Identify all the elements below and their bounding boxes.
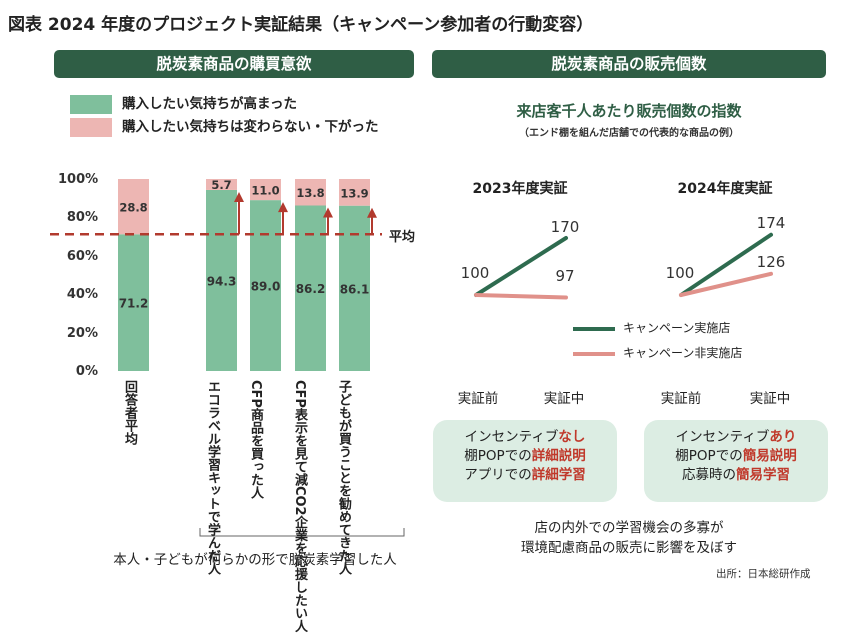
bar-label-unchanged-3: 13.8 xyxy=(296,186,324,200)
bubble-2024-line2: 棚POPでの簡易説明 xyxy=(675,448,797,464)
left-panel-header: 脱炭素商品の購買意欲 xyxy=(54,50,414,78)
bar-unchanged-2 xyxy=(250,179,281,201)
point-label-2023-0: 100 xyxy=(461,264,490,282)
bubble-2023-line1: インセンティブなし xyxy=(464,429,586,445)
bar-unchanged-3 xyxy=(295,179,326,206)
bar-increased-2 xyxy=(250,200,281,371)
bar-label-increased-1: 94.3 xyxy=(207,274,237,288)
bubble-2024-line3: 応募時の簡易学習 xyxy=(682,467,790,483)
bar-label-increased-3: 86.2 xyxy=(296,282,326,296)
condition-bubble-2023: インセンティブなし 棚POPでの詳細説明 アプリでの詳細学習 xyxy=(433,420,617,502)
stacked-bar-chart: 71.2 28.8 94.3 5.7 89.0 11.0 86.2 13.8 86.1 13.9 xyxy=(50,178,405,541)
bar-unchanged-1 xyxy=(206,179,237,190)
right-panel-note: （エンド棚を組んだ店舗での代表的な商品の例） xyxy=(519,128,739,139)
y-tick-40: 40% xyxy=(66,287,98,302)
conclusion-line1: 店の内外での学習機会の多寡が xyxy=(534,520,724,536)
bar-label-increased-4: 86.1 xyxy=(340,282,370,296)
uplift-arrow-head-4 xyxy=(367,207,377,218)
line-legend-non-campaign: キャンペーン非実施店 xyxy=(573,344,742,361)
line-legend-label-campaign: キャンペーン実施店 xyxy=(623,321,731,335)
bar-increased-0 xyxy=(118,234,149,371)
y-tick-60: 60% xyxy=(66,249,98,264)
line-x-before-2023: 実証前 xyxy=(457,391,499,407)
line-2023-series-1 xyxy=(474,293,568,300)
line-legend-label-non-campaign: キャンペーン非実施店 xyxy=(623,346,743,360)
legend-swatch-increased xyxy=(70,94,112,114)
bar-label-increased-0: 71.2 xyxy=(119,297,149,311)
line-2023-series-0 xyxy=(474,236,568,297)
y-tick-80: 80% xyxy=(66,210,98,225)
bubble-2024-line1: インセンティブあり xyxy=(675,429,797,445)
y-tick-100: 100% xyxy=(58,172,99,187)
legend-item-increased: 購入したい気持ちが高まった xyxy=(70,92,297,114)
line-x-during-2024: 実証中 xyxy=(749,391,791,407)
bubble-2023-line3: アプリでの詳細学習 xyxy=(464,467,586,483)
y-tick-20: 20% xyxy=(66,326,98,341)
point-label-2023-1: 170 xyxy=(551,218,580,236)
line-x-during-2023: 実証中 xyxy=(543,391,585,407)
line-2024-series-1 xyxy=(679,271,773,297)
point-label-2024-0: 100 xyxy=(666,264,695,282)
point-label-2024-2: 126 xyxy=(757,253,786,271)
line-legend-swatch-campaign xyxy=(573,326,615,331)
conclusion: 店の内外での学習機会の多寡が 環境配慮商品の販売に影響を及ぼす xyxy=(432,518,826,558)
line-x-before-2024: 実証前 xyxy=(660,391,702,407)
y-tick-0: 0% xyxy=(75,364,98,379)
line-legend-swatch-non-campaign xyxy=(573,351,615,356)
conclusion-line2: 環境配慮商品の販売に影響を及ぼす xyxy=(521,540,737,556)
line-2024-series-0 xyxy=(679,232,773,297)
legend-label-unchanged: 購入したい気持ちは変わらない・下がった xyxy=(122,119,379,135)
uplift-arrow-head-2 xyxy=(278,202,288,213)
bar-label-unchanged-4: 13.9 xyxy=(340,186,368,200)
bar-unchanged-4 xyxy=(339,179,370,206)
right-panel-header: 脱炭素商品の販売個数 xyxy=(432,50,826,78)
legend-swatch-unchanged xyxy=(70,117,112,137)
point-label-2024-1: 174 xyxy=(757,214,786,232)
line-legend-campaign: キャンペーン実施店 xyxy=(573,319,730,336)
x-category-cfp-product: CFP商品を買った人 xyxy=(248,380,263,499)
line-chart-title-2024: 2024年度実証 xyxy=(677,181,773,197)
line-chart-title-2023: 2023年度実証 xyxy=(472,181,568,197)
group-label: 本人・子どもが何らかの形で脱炭素学習した人 xyxy=(113,552,397,568)
legend-label-increased: 購入したい気持ちが高まった xyxy=(122,96,297,112)
figure-title: 図表 2024 年度のプロジェクト実証結果（キャンペーン参加者の行動変容） xyxy=(8,15,594,35)
bar-increased-1 xyxy=(206,189,237,371)
bar-unchanged-0 xyxy=(118,179,149,235)
line-charts: 100 170 97 100 174 126 xyxy=(461,214,786,300)
source-note: 出所：日本総研作成 xyxy=(716,568,811,580)
x-category-respondent-average: 回答者平均 xyxy=(122,380,137,445)
point-label-2023-2: 97 xyxy=(555,267,574,285)
bubble-2023-line2: 棚POPでの詳細説明 xyxy=(464,448,586,464)
condition-bubble-2024: インセンティブあり 棚POPでの簡易説明 応募時の簡易学習 xyxy=(644,420,828,502)
average-label: 平均 xyxy=(389,230,416,245)
legend-item-unchanged: 購入したい気持ちは変わらない・下がった xyxy=(70,115,379,137)
bar-label-unchanged-0: 28.8 xyxy=(119,201,147,215)
right-panel-subtitle: 来店客千人あたり販売個数の指数 xyxy=(516,102,742,120)
uplift-arrow-head-3 xyxy=(323,207,333,218)
bar-label-increased-2: 89.0 xyxy=(251,280,281,294)
bar-label-unchanged-2: 11.0 xyxy=(251,184,279,198)
bar-label-unchanged-1: 5.7 xyxy=(211,178,231,192)
uplift-arrow-head-1 xyxy=(234,191,244,202)
